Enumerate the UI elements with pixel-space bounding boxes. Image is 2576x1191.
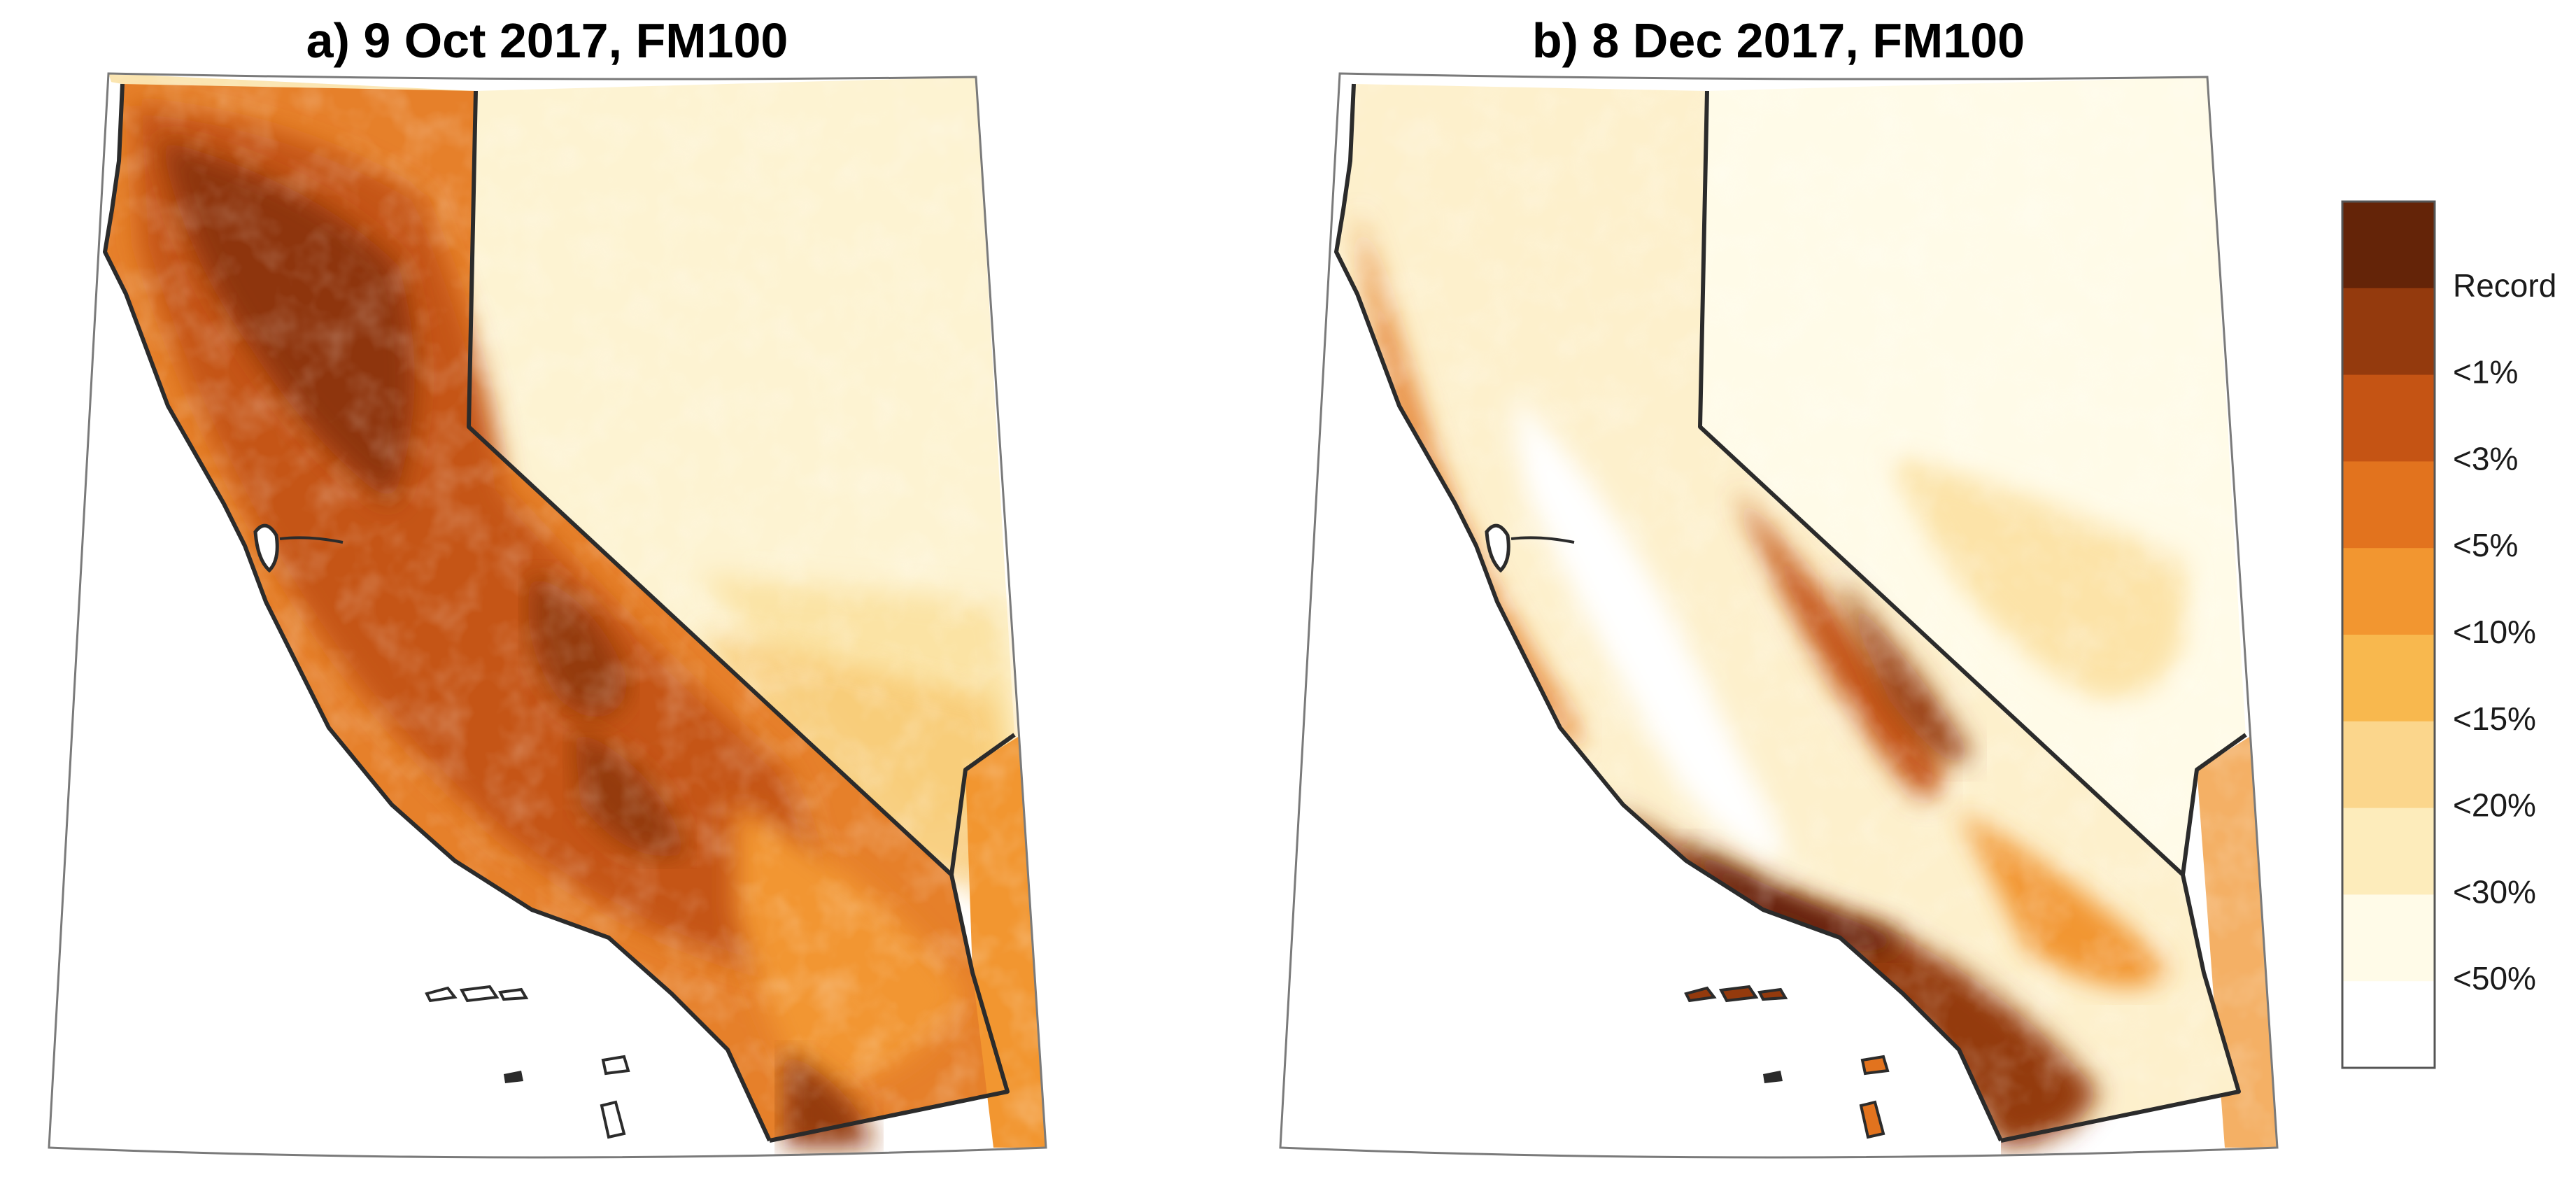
colorbar-swatch <box>2342 635 2435 722</box>
colorbar-swatch <box>2342 374 2435 462</box>
colorbar-label: <20% <box>2453 787 2536 824</box>
panel-a-coastline <box>103 83 772 1142</box>
colorbar-label: <30% <box>2453 873 2536 910</box>
colorbar-label: <5% <box>2453 527 2518 563</box>
colorbar-swatch <box>2342 894 2435 982</box>
panel-b-coastline <box>1334 83 2003 1142</box>
colorbar-label: <10% <box>2453 614 2536 650</box>
colorbar-swatch <box>2342 808 2435 895</box>
colorbar-label: Record <box>2453 267 2556 304</box>
panel-a: a) 9 Oct 2017, FM100 <box>48 13 1047 1159</box>
colorbar-label: <50% <box>2453 960 2536 996</box>
panel-b: b) 8 Dec 2017, FM100 <box>1279 13 2279 1159</box>
colorbar-legend: Record <1% <3% <5% <10% <15% <20% <30% <50% <box>2341 200 2556 1069</box>
panel-a-ocean <box>49 73 770 1157</box>
panel-b-title: b) 8 Dec 2017, FM100 <box>1532 13 2025 68</box>
colorbar-border <box>2341 200 2436 1069</box>
colorbar-swatch <box>2342 721 2435 809</box>
colorbar-swatch <box>2342 202 2435 289</box>
panel-a-map <box>49 73 1046 1157</box>
panel-a-frame <box>48 72 1047 1159</box>
colorbar-swatch <box>2342 288 2435 376</box>
panel-b-ocean <box>1280 73 2001 1157</box>
colorbar-swatch <box>2342 548 2435 635</box>
colorbar-swatch <box>2342 981 2435 1069</box>
panel-b-map <box>1280 73 2277 1157</box>
colorbar-label: <3% <box>2453 440 2518 477</box>
colorbar-label: <1% <box>2453 354 2518 390</box>
colorbar-swatch <box>2342 461 2435 549</box>
panel-a-title: a) 9 Oct 2017, FM100 <box>306 13 788 68</box>
panel-b-frame <box>1279 72 2279 1159</box>
colorbar-label: <15% <box>2453 700 2536 737</box>
panel-a-state-border <box>467 90 1016 1143</box>
panel-b-state-border <box>1698 90 2247 1143</box>
